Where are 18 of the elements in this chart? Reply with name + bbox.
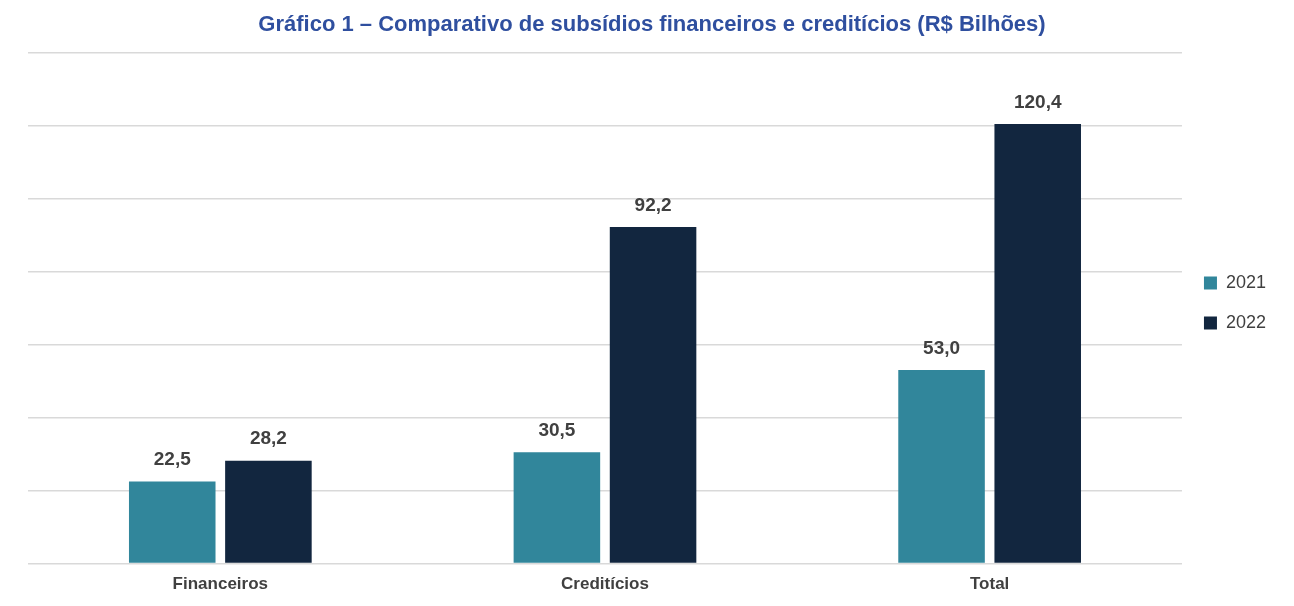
x-tick-label: Creditícios [561,574,649,594]
data-label: 53,0 [923,336,961,358]
bar [994,123,1081,563]
bar [513,452,601,563]
data-label: 30,5 [538,418,576,440]
legend-label: 2022 [1225,311,1266,332]
data-label: 28,2 [249,427,287,449]
x-tick-label: Financeiros [172,574,269,594]
chart-title: Gráfico 1 – Comparativo de subsídios financeiros e creditícios (R$ Bilhões) [258,11,1046,37]
bar [898,370,985,563]
x-tick-label: Total [969,574,1010,594]
legend-label: 2021 [1225,271,1266,292]
bar [225,460,312,563]
data-label: 120,4 [1013,90,1062,112]
data-label: 92,2 [634,193,672,215]
bar [128,481,216,563]
data-label: 22,5 [153,448,192,470]
bar [609,226,697,563]
